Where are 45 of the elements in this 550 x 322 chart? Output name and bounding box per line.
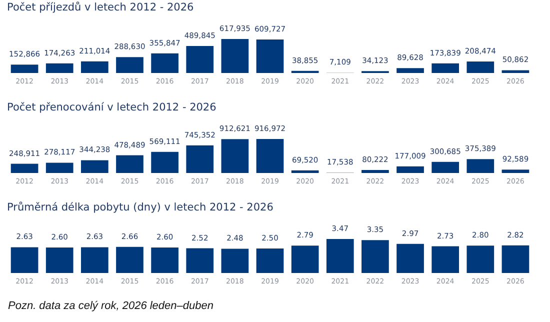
bar xyxy=(80,61,108,73)
bar xyxy=(46,162,74,173)
bar xyxy=(10,64,38,73)
bar xyxy=(326,239,354,273)
bar xyxy=(502,70,530,73)
bar xyxy=(221,39,249,73)
bar xyxy=(466,62,494,73)
bar xyxy=(46,248,74,273)
bar xyxy=(151,53,178,73)
bar xyxy=(256,139,284,173)
bar xyxy=(10,164,38,173)
bar xyxy=(151,152,178,173)
bar xyxy=(186,46,214,73)
bar xyxy=(186,145,214,173)
bar xyxy=(186,248,214,273)
bar xyxy=(396,166,424,173)
bar xyxy=(256,248,284,273)
bar xyxy=(221,139,249,173)
bar xyxy=(116,155,144,173)
chart-title: Počet přenocování v letech 2012 - 2026 xyxy=(7,102,217,114)
bar xyxy=(396,244,424,273)
bar xyxy=(151,248,178,273)
bar xyxy=(432,162,460,173)
bar xyxy=(362,240,389,273)
bar xyxy=(116,57,144,73)
bar xyxy=(502,245,530,273)
bar xyxy=(80,247,108,273)
bar xyxy=(502,170,530,173)
bar xyxy=(362,170,389,173)
bar xyxy=(46,63,74,73)
bar xyxy=(256,39,284,73)
chart-title: Průměrná délka pobytu (dny) v letech 2012 - 2026 xyxy=(7,202,274,214)
bar xyxy=(396,68,424,73)
bar xyxy=(291,246,319,273)
bar xyxy=(10,247,38,273)
bar xyxy=(432,246,460,273)
text: Pozn. data za celý rok, 2026 leden–duben xyxy=(8,300,214,312)
bar xyxy=(466,246,494,273)
bar xyxy=(221,248,249,273)
bar xyxy=(432,63,460,73)
bar xyxy=(80,160,108,173)
chart-title: Počet příjezdů v letech 2012 - 2026 xyxy=(7,2,194,14)
bar xyxy=(466,159,494,173)
bar xyxy=(291,170,319,173)
bar xyxy=(116,246,144,273)
